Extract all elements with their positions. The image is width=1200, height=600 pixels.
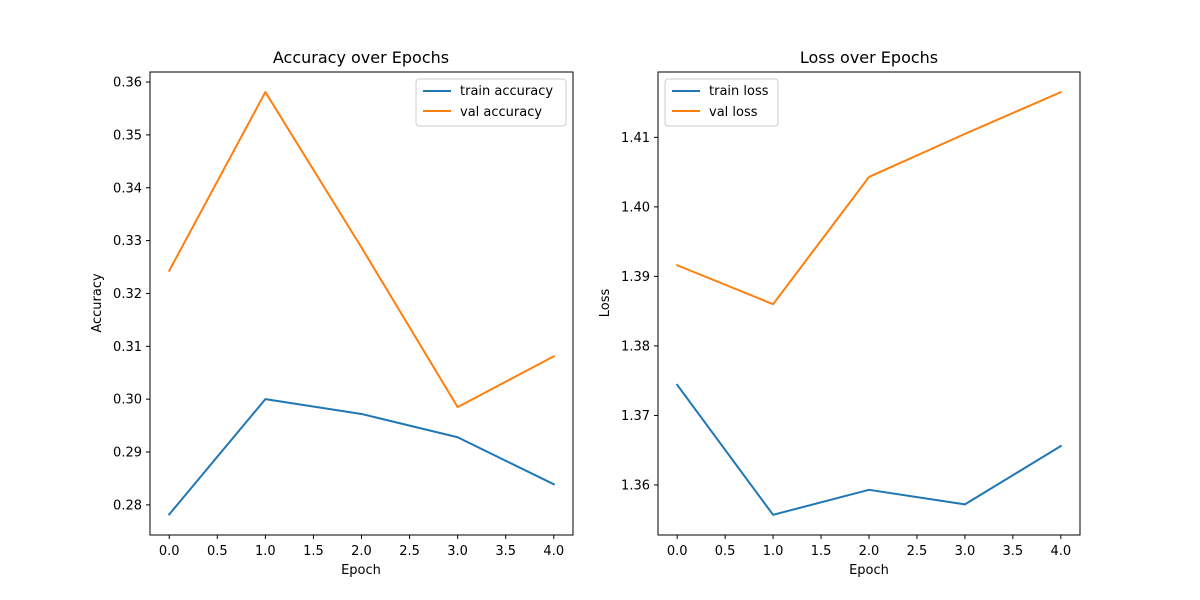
x-tick-label: 2.5: [399, 544, 420, 559]
x-tick-label: 0.5: [715, 544, 736, 559]
legend-label-train-accuracy: train accuracy: [460, 84, 553, 99]
y-tick-label: 1.39: [621, 270, 650, 285]
x-tick-label: 0.0: [159, 544, 180, 559]
y-tick-label: 1.40: [621, 200, 650, 215]
y-axis-label: Loss: [598, 289, 613, 318]
x-tick-label: 1.0: [763, 544, 784, 559]
y-tick-label: 1.37: [621, 409, 650, 424]
x-axis-ticks: 0.0 0.5 1.0 1.5 2.0 2.5 3.0 3.5 4.0: [159, 535, 564, 559]
x-axis-label: Epoch: [341, 563, 381, 578]
x-axis-label: Epoch: [849, 563, 889, 578]
legend-box: [415, 78, 567, 127]
legend: train loss val loss: [664, 78, 779, 127]
x-tick-label: 0.0: [667, 544, 688, 559]
x-tick-label: 3.0: [955, 544, 976, 559]
accuracy-chart: Accuracy over Epochs 0.0 0.5 1.0 1.5 2.0 2.5 3…: [90, 48, 574, 578]
x-tick-label: 0.5: [207, 544, 228, 559]
x-tick-label: 1.5: [811, 544, 832, 559]
x-tick-label: 1.5: [303, 544, 324, 559]
y-axis-ticks: 1.36 1.37 1.38 1.39 1.40 1.41: [621, 131, 658, 493]
x-tick-label: 3.0: [447, 544, 468, 559]
y-tick-label: 0.32: [113, 287, 142, 302]
x-tick-label: 3.5: [1003, 544, 1024, 559]
y-axis-ticks: 0.28 0.29 0.30 0.31 0.32 0.33 0.34 0.35 0.36: [113, 76, 150, 513]
y-axis-label: Accuracy: [90, 273, 105, 333]
x-tick-label: 4.0: [543, 544, 564, 559]
x-tick-label: 2.0: [859, 544, 880, 559]
y-tick-label: 0.34: [113, 181, 142, 196]
x-tick-label: 1.0: [255, 544, 276, 559]
x-tick-label: 4.0: [1050, 544, 1071, 559]
legend-label-val-loss: val loss: [709, 105, 758, 120]
y-tick-label: 0.31: [113, 340, 142, 355]
y-tick-label: 1.41: [621, 131, 650, 146]
y-tick-label: 0.30: [113, 393, 142, 408]
y-tick-label: 1.36: [621, 478, 650, 493]
x-tick-label: 3.5: [495, 544, 516, 559]
plot-area: [675, 90, 1063, 516]
y-tick-label: 1.38: [621, 339, 650, 354]
x-tick-label: 2.5: [907, 544, 928, 559]
x-axis-ticks: 0.0 0.5 1.0 1.5 2.0 2.5 3.0 3.5 4.0: [667, 535, 1071, 559]
plot-area: [167, 91, 556, 516]
x-tick-label: 2.0: [351, 544, 372, 559]
y-tick-label: 0.35: [113, 128, 142, 143]
legend-label-val-accuracy: val accuracy: [460, 105, 542, 120]
y-tick-label: 0.29: [113, 446, 142, 461]
chart-title: Accuracy over Epochs: [273, 48, 449, 67]
legend-label-train-loss: train loss: [709, 84, 769, 99]
y-tick-label: 0.28: [113, 498, 142, 513]
chart-title: Loss over Epochs: [800, 48, 938, 67]
legend: train accuracy val accuracy: [415, 78, 567, 127]
loss-chart: Loss over Epochs 0.0 0.5 1.0 1.5 2.0 2.5 3.0 3.…: [598, 48, 1081, 578]
y-tick-label: 0.36: [113, 76, 142, 91]
y-tick-label: 0.33: [113, 234, 142, 249]
